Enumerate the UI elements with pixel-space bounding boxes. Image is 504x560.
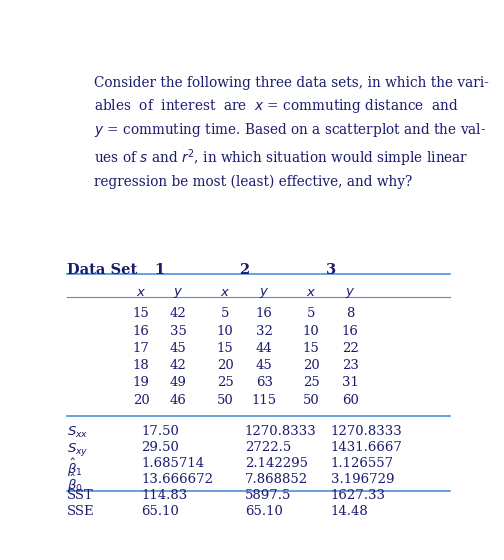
Text: Consider the following three data sets, in which the vari-
ables  of  interest  : Consider the following three data sets, … [94, 76, 489, 189]
Text: 1: 1 [155, 263, 165, 277]
Text: 50: 50 [217, 394, 233, 407]
Text: 17: 17 [133, 342, 150, 355]
Text: 14.48: 14.48 [331, 505, 368, 518]
Text: 1.126557: 1.126557 [331, 457, 394, 470]
Text: 32: 32 [256, 325, 273, 338]
Text: 1270.8333: 1270.8333 [331, 425, 402, 438]
Text: $x$: $x$ [220, 286, 230, 299]
Text: 42: 42 [170, 359, 186, 372]
Text: 1627.33: 1627.33 [331, 489, 386, 502]
Text: 16: 16 [256, 307, 273, 320]
Text: 44: 44 [256, 342, 273, 355]
Text: 25: 25 [303, 376, 320, 389]
Text: SST: SST [67, 489, 94, 502]
Text: 65.10: 65.10 [244, 505, 283, 518]
Text: 2722.5: 2722.5 [244, 441, 291, 454]
Text: 16: 16 [133, 325, 150, 338]
Text: 60: 60 [342, 394, 358, 407]
Text: 23: 23 [342, 359, 358, 372]
Text: 45: 45 [256, 359, 273, 372]
Text: 20: 20 [303, 359, 320, 372]
Text: 46: 46 [170, 394, 186, 407]
Text: 5: 5 [221, 307, 229, 320]
Text: $y$: $y$ [173, 286, 183, 300]
Text: 18: 18 [133, 359, 150, 372]
Text: SSE: SSE [67, 505, 95, 518]
Text: 5: 5 [307, 307, 315, 320]
Text: 115: 115 [251, 394, 277, 407]
Text: 8: 8 [346, 307, 354, 320]
Text: 15: 15 [217, 342, 233, 355]
Text: 13.666672: 13.666672 [141, 473, 213, 486]
Text: 49: 49 [170, 376, 186, 389]
Text: 1270.8333: 1270.8333 [244, 425, 317, 438]
Text: $S_{xy}$: $S_{xy}$ [67, 441, 88, 458]
Text: 3.196729: 3.196729 [331, 473, 394, 486]
Text: 16: 16 [342, 325, 358, 338]
Text: $S_{xx}$: $S_{xx}$ [67, 425, 88, 440]
Text: 42: 42 [170, 307, 186, 320]
Text: 5897.5: 5897.5 [244, 489, 291, 502]
Text: 15: 15 [133, 307, 150, 320]
Text: 1.685714: 1.685714 [141, 457, 204, 470]
Text: $x$: $x$ [136, 286, 146, 299]
Text: 22: 22 [342, 342, 358, 355]
Text: 45: 45 [170, 342, 186, 355]
Text: 19: 19 [133, 376, 150, 389]
Text: 35: 35 [170, 325, 186, 338]
Text: 25: 25 [217, 376, 233, 389]
Text: 2: 2 [239, 263, 250, 277]
Text: 15: 15 [303, 342, 320, 355]
Text: 50: 50 [303, 394, 320, 407]
Text: 3: 3 [326, 263, 336, 277]
Text: 63: 63 [256, 376, 273, 389]
Text: 31: 31 [342, 376, 358, 389]
Text: 20: 20 [133, 394, 150, 407]
Text: 7.868852: 7.868852 [244, 473, 308, 486]
Text: 2.142295: 2.142295 [244, 457, 307, 470]
Text: $\hat{\beta}_0$: $\hat{\beta}_0$ [67, 473, 83, 495]
Text: 10: 10 [217, 325, 233, 338]
Text: $\hat{\beta}_1$: $\hat{\beta}_1$ [67, 457, 83, 479]
Text: $y$: $y$ [345, 286, 355, 300]
Text: 20: 20 [217, 359, 233, 372]
Text: 29.50: 29.50 [141, 441, 179, 454]
Text: 65.10: 65.10 [141, 505, 179, 518]
Text: 10: 10 [303, 325, 320, 338]
Text: Data Set: Data Set [67, 263, 137, 277]
Text: $y$: $y$ [259, 286, 269, 300]
Text: 17.50: 17.50 [141, 425, 179, 438]
Text: 1431.6667: 1431.6667 [331, 441, 402, 454]
Text: $x$: $x$ [306, 286, 316, 299]
Text: 114.83: 114.83 [141, 489, 187, 502]
